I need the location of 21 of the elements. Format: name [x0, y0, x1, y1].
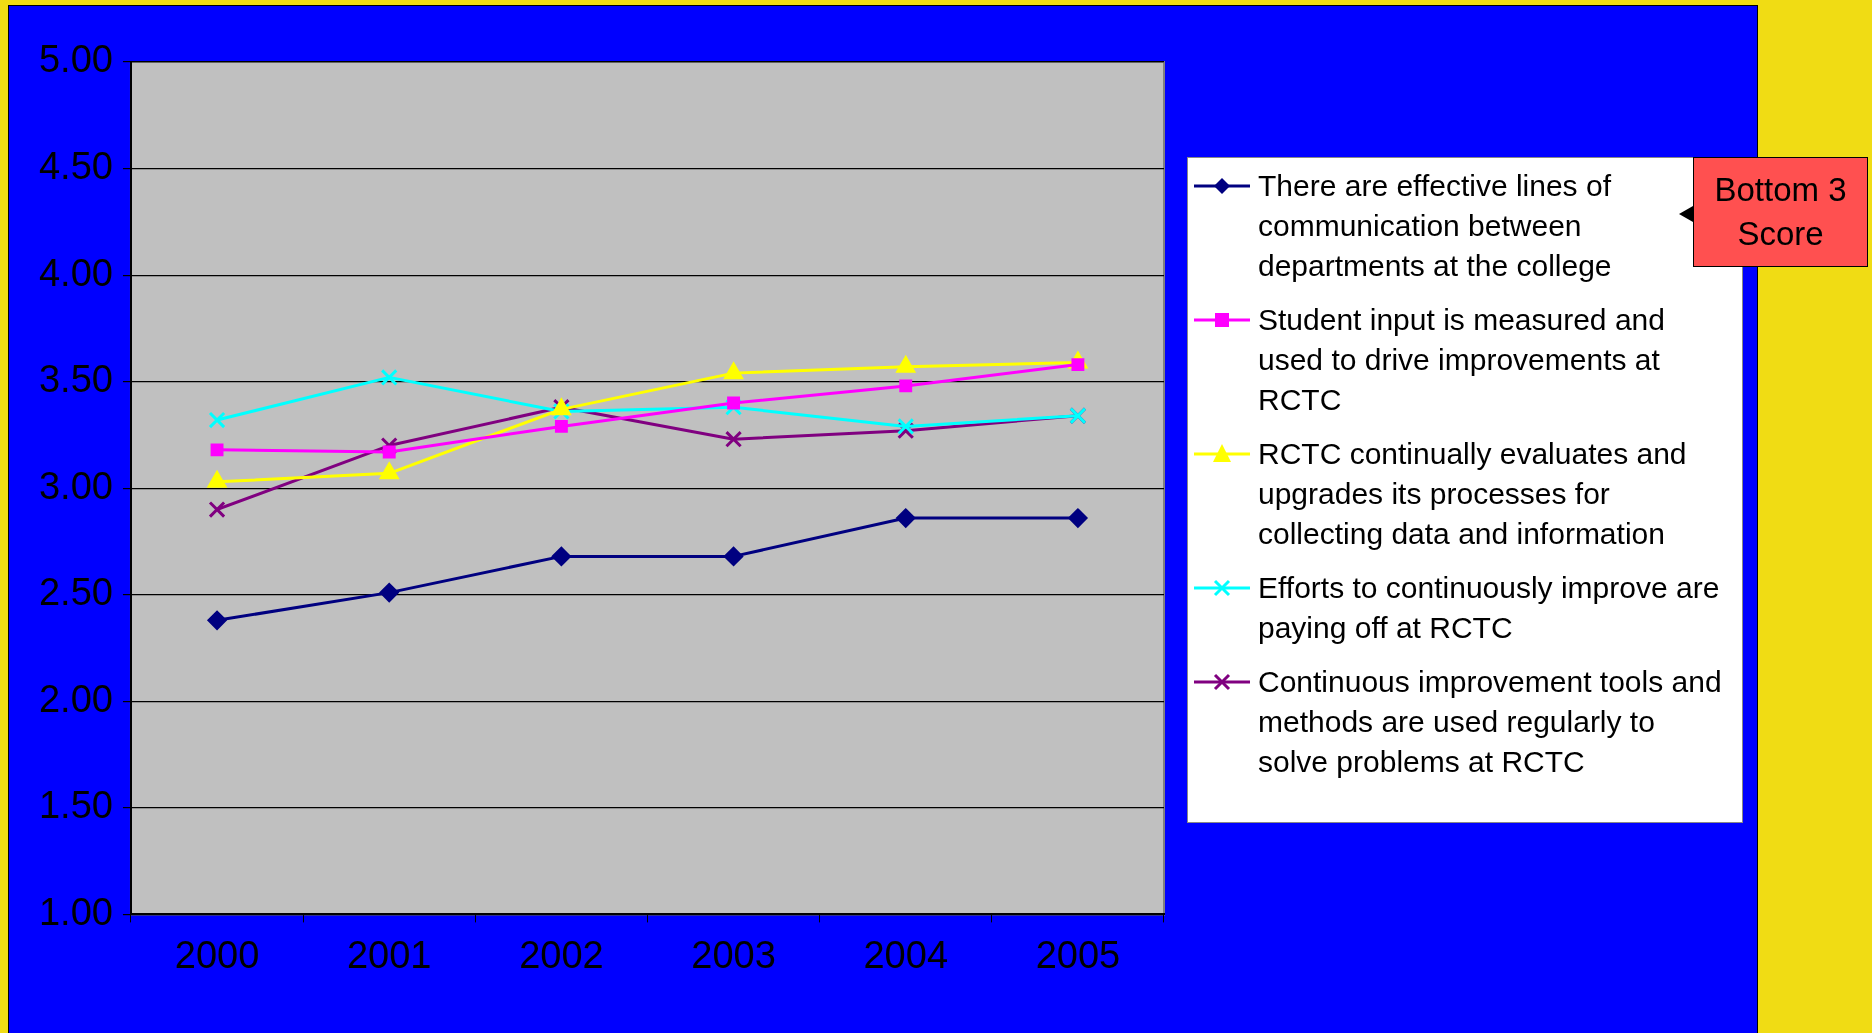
y-tick-label: 5.00 — [38, 38, 113, 81]
text: Bottom 3 Score — [1693, 157, 1868, 267]
legend-label: Student input is measured and used to drive improvements at RCTC — [1258, 302, 1666, 418]
x-tick-label: 2004 — [863, 933, 949, 976]
legend-label: RCTC continually evaluates and upgrades its processes for collecting data and information — [1258, 436, 1688, 552]
x-tick-label: 2005 — [1035, 933, 1121, 976]
legend-label: Continuous improvement tools and methods are used regularly to solve problems at RCTC — [1258, 664, 1723, 780]
y-tick-label: 1.00 — [38, 890, 113, 933]
x-tick-label: 2003 — [691, 933, 776, 976]
x-tick-label: 2001 — [346, 933, 432, 976]
y-tick-label: 3.00 — [38, 464, 113, 507]
legend-label: Efforts to continuously improve are paying off at RCTC — [1258, 570, 1721, 646]
y-tick-label: 4.50 — [38, 145, 113, 188]
y-tick-label: 2.50 — [38, 571, 113, 614]
legend-label: There are effective lines of communication between departments at the college — [1258, 169, 1612, 282]
y-tick-label: 4.00 — [38, 251, 113, 294]
y-tick-label: 2.00 — [38, 677, 113, 720]
x-tick-label: 2002 — [519, 933, 604, 976]
y-tick-label: 3.50 — [38, 358, 113, 401]
y-tick-label: 1.50 — [38, 784, 113, 827]
x-tick-label: 2000 — [174, 933, 260, 976]
